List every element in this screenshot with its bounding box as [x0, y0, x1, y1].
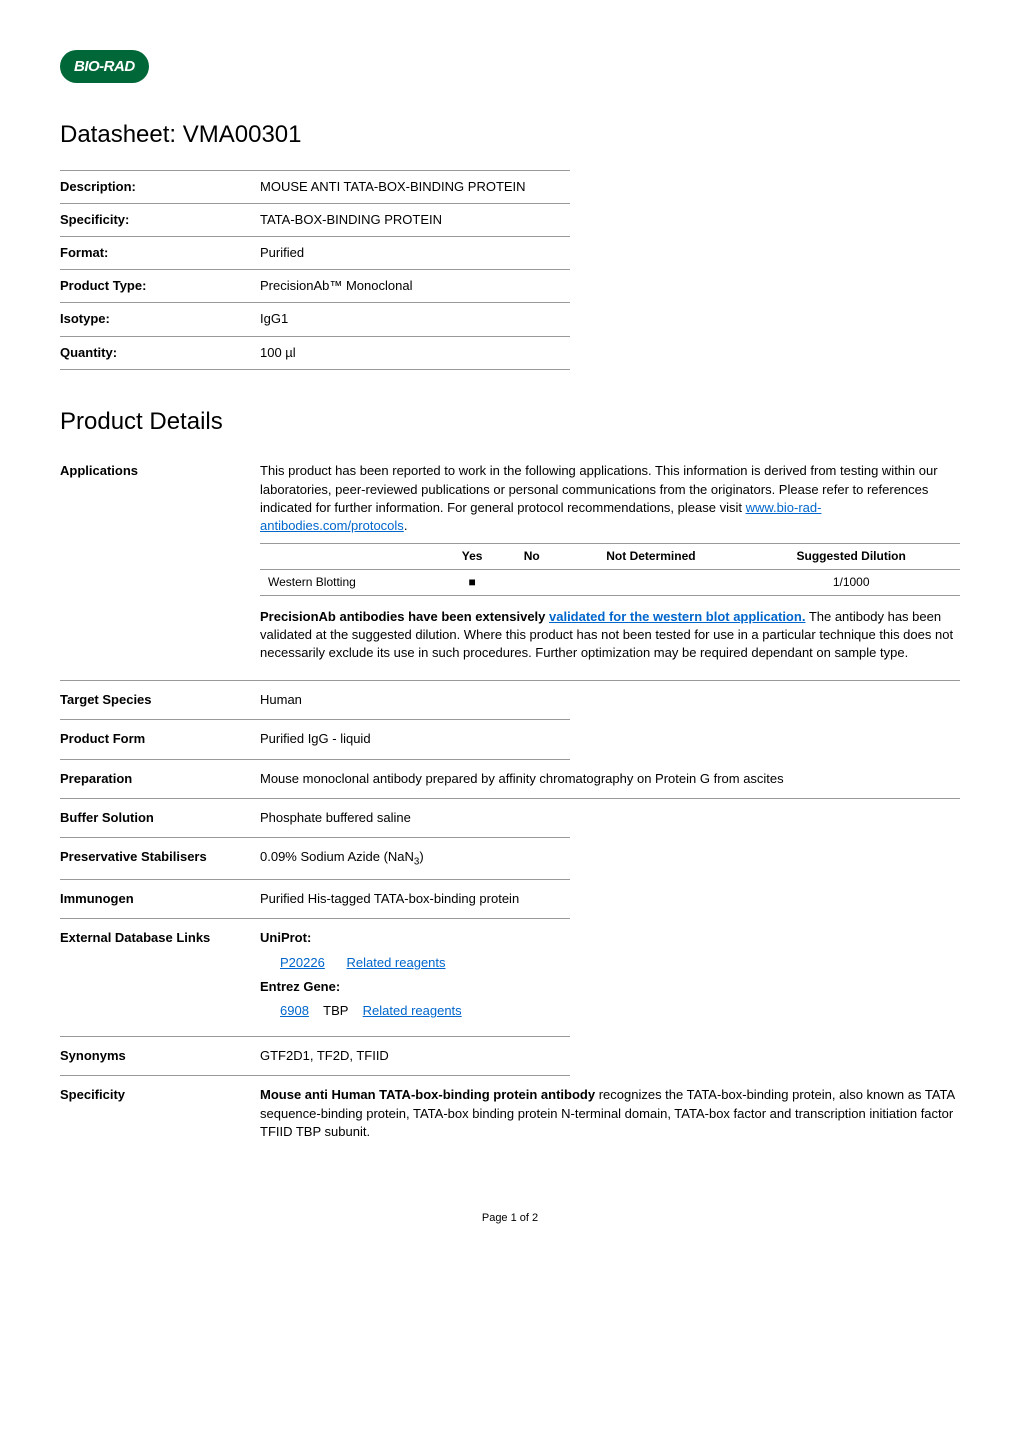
- detail-row-preparation: Preparation Mouse monoclonal antibody pr…: [60, 760, 960, 799]
- section-title-details: Product Details: [60, 405, 960, 439]
- detail-label: Preparation: [60, 770, 260, 788]
- detail-content: 0.09% Sodium Azide (NaN3): [260, 848, 570, 869]
- detail-label: Buffer Solution: [60, 809, 260, 827]
- detail-row-buffer: Buffer Solution Phosphate buffered salin…: [60, 799, 570, 838]
- spec-row: Quantity: 100 µl: [60, 336, 570, 369]
- detail-label: Product Form: [60, 730, 260, 748]
- entrez-id-link[interactable]: 6908: [280, 1003, 309, 1018]
- app-name: Western Blotting: [260, 569, 440, 595]
- detail-content: This product has been reported to work i…: [260, 462, 960, 670]
- spec-value: MOUSE ANTI TATA-BOX-BINDING PROTEIN: [260, 170, 570, 203]
- text: 0.09% Sodium Azide (NaN: [260, 849, 414, 864]
- spec-label: Isotype:: [60, 303, 260, 336]
- spec-label: Quantity:: [60, 336, 260, 369]
- entrez-gene-name: TBP: [323, 1003, 348, 1018]
- text: This product has been reported to work i…: [260, 463, 938, 514]
- detail-content: UniProt: P20226 Related reagents Entrez …: [260, 929, 570, 1026]
- spec-value: 100 µl: [260, 336, 570, 369]
- detail-content: GTF2D1, TF2D, TFIID: [260, 1047, 570, 1065]
- text-bold: PrecisionAb antibodies have been extensi…: [260, 609, 549, 624]
- text: ): [419, 849, 423, 864]
- detail-label: External Database Links: [60, 929, 260, 1026]
- entrez-heading: Entrez Gene:: [260, 979, 340, 994]
- detail-content: Purified IgG - liquid: [260, 730, 570, 748]
- app-header-dilution: Suggested Dilution: [742, 544, 960, 570]
- spec-value: Purified: [260, 236, 570, 269]
- detail-content: Purified His-tagged TATA-box-binding pro…: [260, 890, 570, 908]
- detail-label: Specificity: [60, 1086, 260, 1141]
- related-reagents-link[interactable]: Related reagents: [347, 955, 446, 970]
- app-no: [504, 569, 560, 595]
- detail-label: Synonyms: [60, 1047, 260, 1065]
- applications-note: PrecisionAb antibodies have been extensi…: [260, 608, 960, 663]
- spec-table: Description: MOUSE ANTI TATA-BOX-BINDING…: [60, 170, 570, 370]
- page-title: Datasheet: VMA00301: [60, 118, 960, 152]
- app-nd: [559, 569, 742, 595]
- spec-row: Specificity: TATA-BOX-BINDING PROTEIN: [60, 203, 570, 236]
- detail-row-applications: Applications This product has been repor…: [60, 452, 960, 681]
- detail-content: Phosphate buffered saline: [260, 809, 570, 827]
- detail-row-product-form: Product Form Purified IgG - liquid: [60, 720, 570, 759]
- spec-row: Product Type: PrecisionAb™ Monoclonal: [60, 270, 570, 303]
- page-footer: Page 1 of 2: [60, 1211, 960, 1226]
- detail-content: Mouse anti Human TATA-box-binding protei…: [260, 1086, 960, 1141]
- detail-row-synonyms: Synonyms GTF2D1, TF2D, TFIID: [60, 1037, 570, 1076]
- spec-label: Format:: [60, 236, 260, 269]
- detail-content: Human: [260, 691, 570, 709]
- detail-row-external-db: External Database Links UniProt: P20226 …: [60, 919, 570, 1037]
- app-header-no: No: [504, 544, 560, 570]
- detail-row-preservative: Preservative Stabilisers 0.09% Sodium Az…: [60, 838, 570, 880]
- spec-label: Description:: [60, 170, 260, 203]
- spec-value: PrecisionAb™ Monoclonal: [260, 270, 570, 303]
- spec-row: Isotype: IgG1: [60, 303, 570, 336]
- spec-label: Specificity:: [60, 203, 260, 236]
- detail-row-target-species: Target Species Human: [60, 681, 570, 720]
- detail-label: Preservative Stabilisers: [60, 848, 260, 869]
- validation-link[interactable]: validated for the western blot applicati…: [549, 609, 805, 624]
- app-row: Western Blotting ■ 1/1000: [260, 569, 960, 595]
- app-header-blank: [260, 544, 440, 570]
- app-dilution: 1/1000: [742, 569, 960, 595]
- detail-row-specificity: Specificity Mouse anti Human TATA-box-bi…: [60, 1076, 960, 1151]
- spec-label: Product Type:: [60, 270, 260, 303]
- app-header-yes: Yes: [440, 544, 504, 570]
- detail-label: Applications: [60, 462, 260, 670]
- uniprot-heading: UniProt:: [260, 930, 311, 945]
- app-yes: ■: [440, 569, 504, 595]
- app-header-nd: Not Determined: [559, 544, 742, 570]
- uniprot-id-link[interactable]: P20226: [280, 955, 325, 970]
- spec-value: TATA-BOX-BINDING PROTEIN: [260, 203, 570, 236]
- applications-intro: This product has been reported to work i…: [260, 462, 960, 535]
- detail-content: Mouse monoclonal antibody prepared by af…: [260, 770, 960, 788]
- spec-row: Description: MOUSE ANTI TATA-BOX-BINDING…: [60, 170, 570, 203]
- brand-logo: BIO-RAD: [60, 50, 149, 83]
- detail-row-immunogen: Immunogen Purified His-tagged TATA-box-b…: [60, 880, 570, 919]
- detail-label: Immunogen: [60, 890, 260, 908]
- spec-value: IgG1: [260, 303, 570, 336]
- spec-row: Format: Purified: [60, 236, 570, 269]
- text-bold: Mouse anti Human TATA-box-binding protei…: [260, 1087, 595, 1102]
- applications-table: Yes No Not Determined Suggested Dilution…: [260, 543, 960, 596]
- text: .: [404, 518, 408, 533]
- detail-label: Target Species: [60, 691, 260, 709]
- related-reagents-link[interactable]: Related reagents: [363, 1003, 462, 1018]
